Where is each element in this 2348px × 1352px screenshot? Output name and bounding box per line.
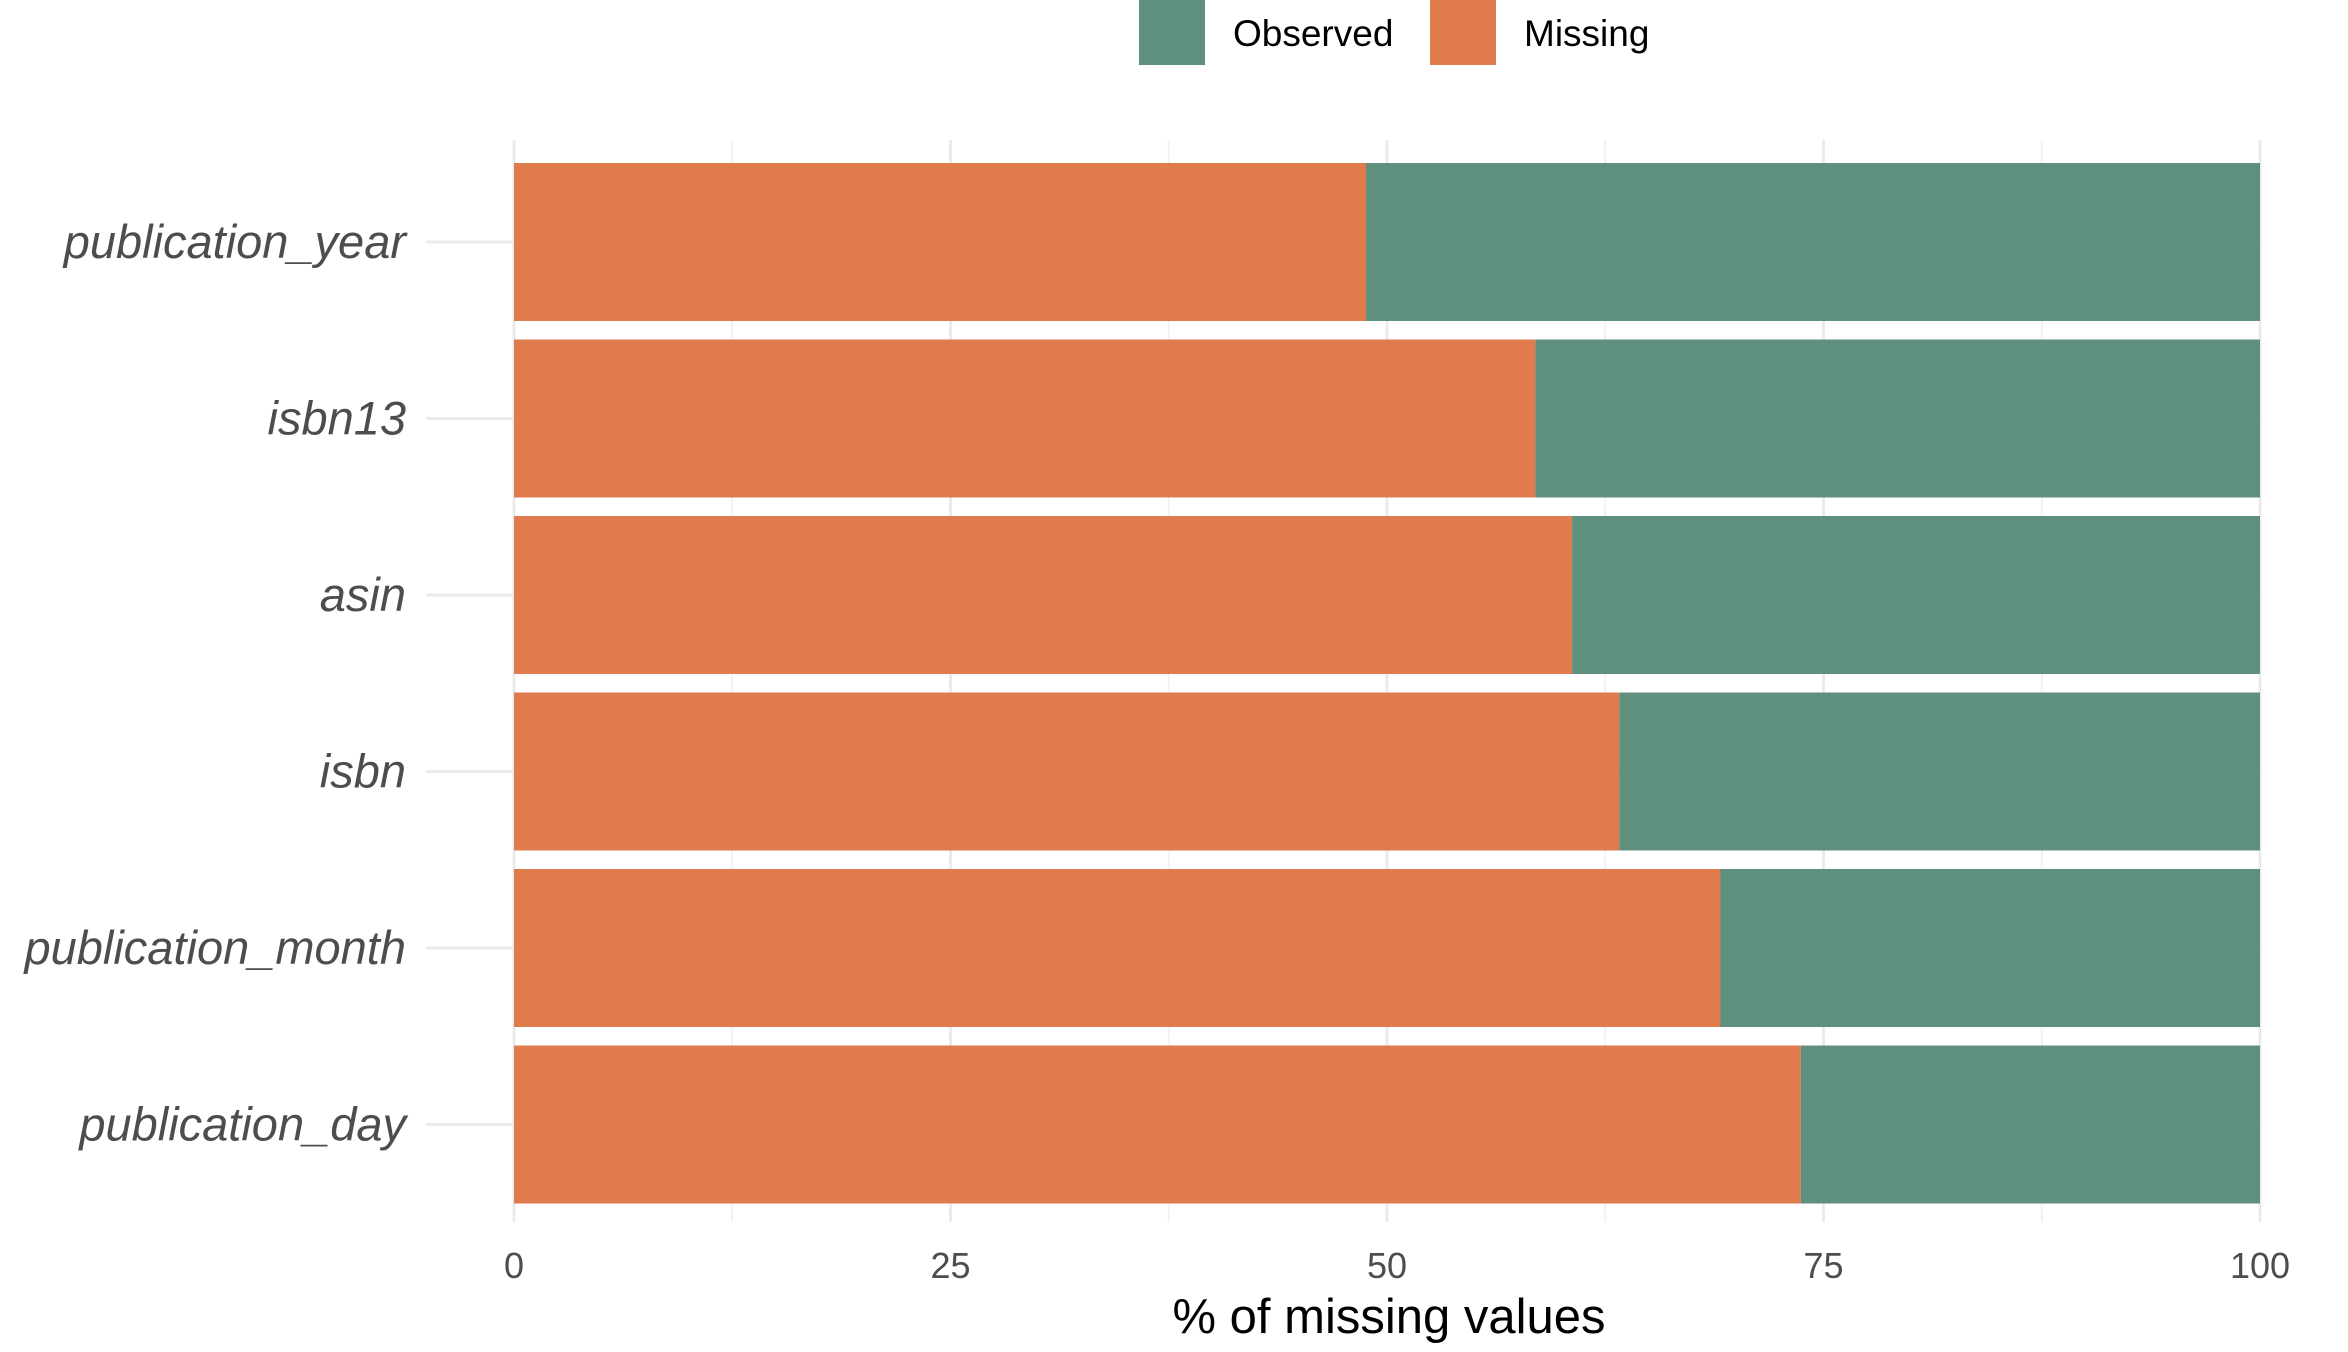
bar-observed-publication_month — [1720, 869, 2260, 1027]
x-tick-label: 75 — [1803, 1245, 1843, 1286]
bar-observed-publication_year — [1366, 163, 2260, 321]
legend-label-missing: Missing — [1524, 13, 1649, 54]
category-label: isbn13 — [268, 392, 407, 445]
bar-observed-isbn — [1619, 692, 2260, 851]
x-axis-title: % of missing values — [1172, 1290, 1605, 1344]
category-label: publication_day — [77, 1098, 408, 1151]
bar-missing-publication_month — [514, 869, 1721, 1027]
x-tick-labels: 0 25 50 75 100 — [504, 1245, 2290, 1286]
bar-observed-isbn13 — [1535, 339, 2260, 498]
x-tick-label: 100 — [2230, 1245, 2290, 1286]
legend-swatch-missing — [1430, 0, 1496, 65]
category-label: isbn — [320, 745, 406, 798]
bar-observed-asin — [1572, 516, 2260, 674]
bars-layer — [514, 163, 2260, 1204]
x-tick-label: 25 — [930, 1245, 970, 1286]
x-tick-label: 50 — [1367, 1245, 1407, 1286]
category-label: asin — [320, 568, 406, 621]
bar-observed-publication_day — [1800, 1045, 2260, 1204]
legend-swatch-observed — [1139, 0, 1205, 65]
x-tick-label: 0 — [504, 1245, 524, 1286]
category-labels: publication_year isbn13 asin isbn publicatio… — [23, 215, 409, 1151]
bar-missing-isbn — [514, 692, 1620, 851]
bar-missing-asin — [514, 516, 1573, 674]
category-label: publication_month — [23, 921, 407, 974]
bar-missing-publication_day — [514, 1045, 1801, 1204]
bar-missing-publication_year — [514, 163, 1367, 321]
legend-label-observed: Observed — [1233, 13, 1393, 54]
bar-missing-isbn13 — [514, 339, 1536, 498]
category-label: publication_year — [62, 215, 409, 268]
legend: Observed Missing — [1139, 0, 1649, 65]
